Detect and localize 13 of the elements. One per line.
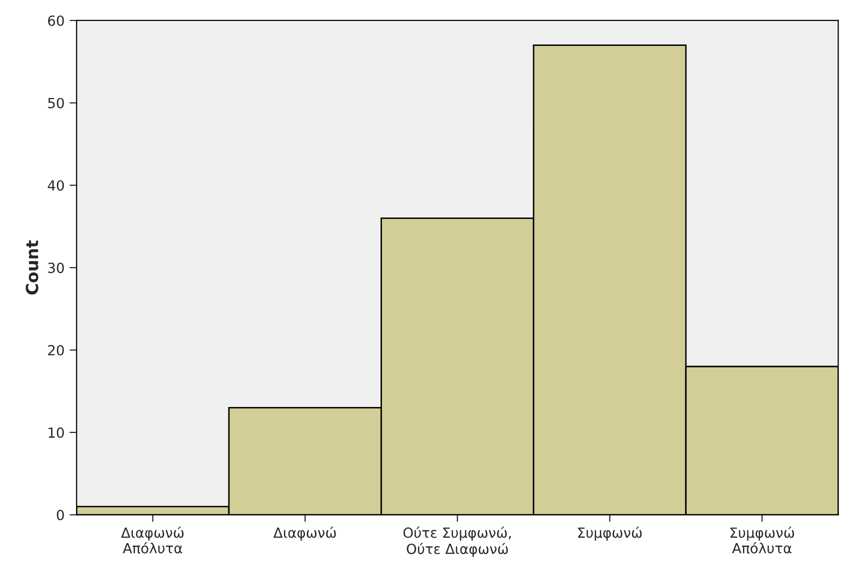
x-tick-label: Ούτε Συμφωνώ, Ούτε Διαφωνώ — [403, 526, 511, 557]
x-tick-label: Διαφωνώ — [273, 526, 336, 541]
y-tick-label: 40 — [48, 180, 64, 191]
y-tick-label: 0 — [56, 510, 64, 520]
y-axis-title: Count — [26, 240, 38, 294]
y-tick-label: 50 — [48, 98, 64, 108]
x-tick-label: Διαφωνώ Απόλυτα — [121, 526, 184, 554]
y-tick-label: 60 — [48, 15, 64, 26]
x-tick-label: Συμφωνώ — [578, 526, 642, 541]
y-tick-label: 10 — [48, 427, 64, 438]
x-tick-label: Συμφωνώ Απόλυτα — [730, 526, 794, 554]
y-tick-label: 30 — [48, 262, 64, 274]
y-tick-label: 20 — [48, 344, 64, 356]
